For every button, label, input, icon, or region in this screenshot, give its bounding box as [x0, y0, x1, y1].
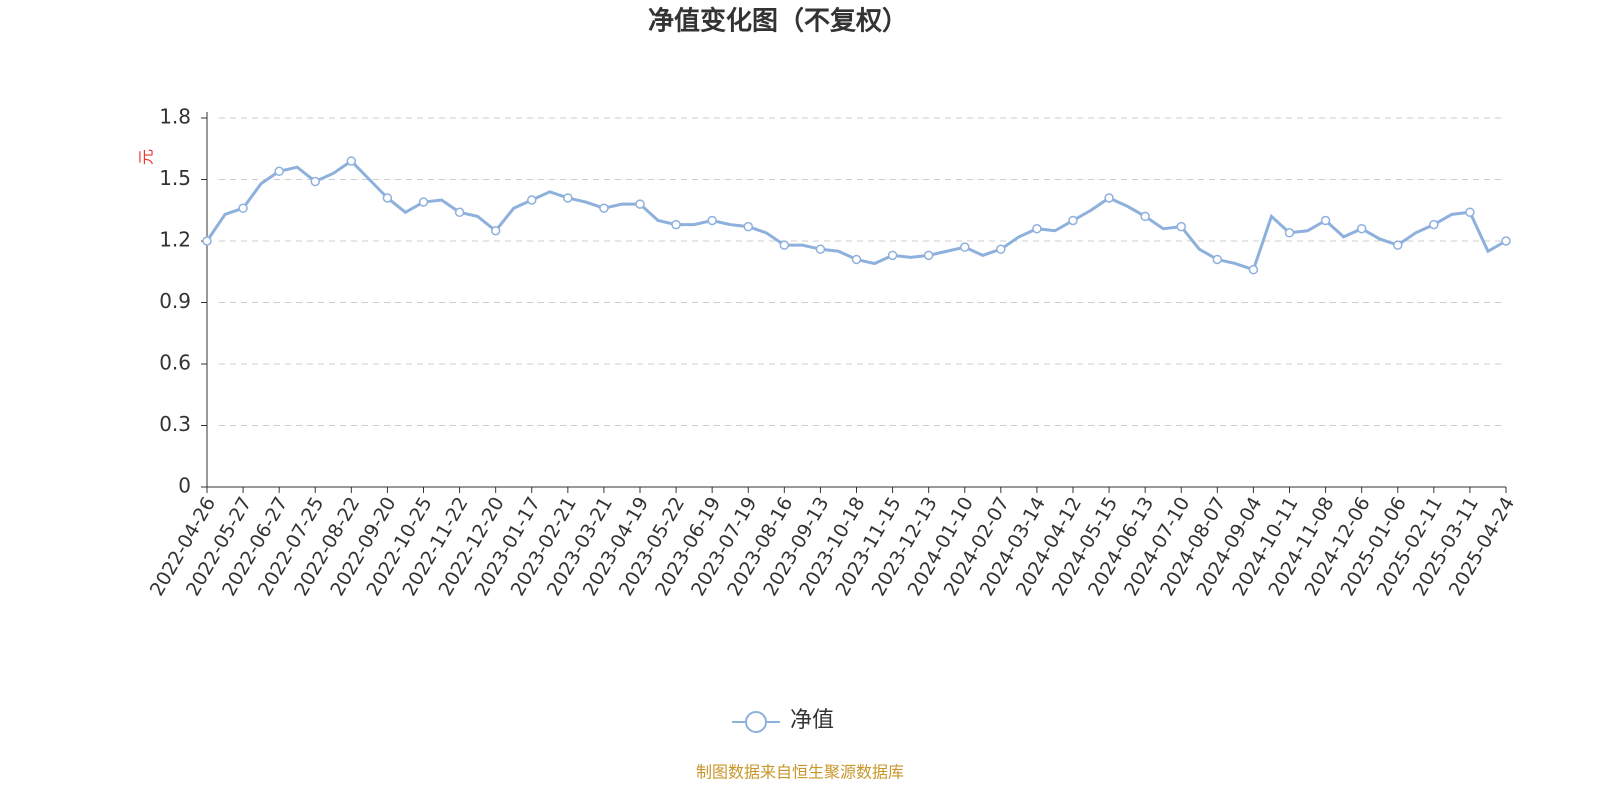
y-tick-label: 1.2: [159, 228, 191, 252]
point: [887, 250, 898, 261]
point: [599, 203, 609, 213]
point: [1032, 223, 1042, 234]
y-tick-label: 1.8: [159, 105, 191, 129]
point: [996, 244, 1006, 254]
point: [454, 207, 465, 218]
point: [238, 203, 248, 213]
point: [671, 219, 681, 230]
point: [310, 176, 320, 187]
point: [382, 193, 393, 203]
point: [635, 199, 645, 209]
point: [1248, 264, 1259, 275]
point: [1465, 207, 1475, 218]
point: [923, 250, 934, 261]
y-axis-label: 元: [137, 149, 156, 165]
line: [205, 159, 1507, 272]
point: [851, 254, 862, 265]
point: [1104, 193, 1114, 203]
point: [202, 236, 212, 246]
point: [743, 221, 753, 232]
point: [1429, 219, 1439, 230]
point: [960, 242, 970, 252]
y-tick-label: 0.9: [159, 289, 191, 313]
legend-label: 净值: [790, 708, 834, 733]
legend-symbol: [745, 711, 767, 733]
y-tick-label: 0.6: [159, 351, 191, 375]
point: [1284, 228, 1295, 238]
chart-title: 净值变化图（不复权）: [648, 6, 908, 37]
point: [527, 195, 537, 205]
point: [418, 197, 429, 207]
point: [1320, 215, 1331, 226]
source-note: 制图数据来自恒生聚源数据库: [696, 763, 904, 782]
point: [779, 240, 790, 250]
point: [815, 244, 826, 254]
point: [1501, 236, 1511, 246]
point: [1140, 211, 1150, 222]
y-tick-label: 1.5: [159, 166, 191, 190]
point: [1176, 221, 1186, 232]
point: [563, 193, 573, 203]
y-tick-label: 0: [178, 474, 191, 498]
point: [346, 156, 357, 166]
point: [490, 226, 501, 236]
point: [1212, 254, 1223, 265]
point: [707, 215, 717, 226]
y-tick-label: 0.3: [159, 412, 191, 436]
point: [1068, 215, 1078, 226]
point: [1356, 223, 1367, 234]
point: [274, 166, 284, 177]
point: [1393, 240, 1403, 250]
